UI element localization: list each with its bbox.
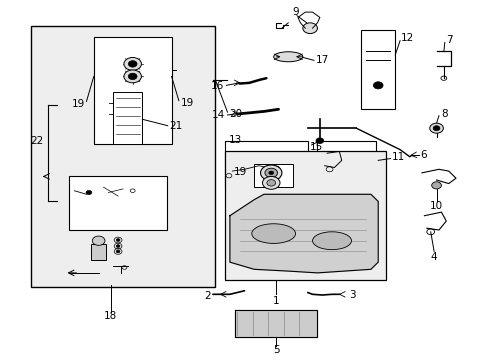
Circle shape [123, 58, 141, 70]
Text: 19: 19 [72, 99, 85, 109]
Circle shape [260, 165, 282, 181]
Bar [224, 141, 307, 187]
Text: 9: 9 [292, 7, 298, 17]
Text: 7: 7 [446, 35, 452, 45]
Circle shape [429, 123, 443, 133]
Text: 6: 6 [420, 150, 426, 160]
Circle shape [128, 61, 137, 67]
Ellipse shape [273, 52, 302, 62]
Polygon shape [234, 310, 317, 337]
Circle shape [92, 236, 105, 246]
Text: 14: 14 [211, 110, 224, 120]
Text: 18: 18 [104, 311, 117, 321]
Circle shape [116, 245, 120, 248]
Text: 11: 11 [391, 152, 405, 162]
Circle shape [432, 126, 439, 131]
Bar [224, 152, 385, 280]
Text: 3: 3 [348, 290, 355, 300]
Text: 13: 13 [228, 135, 242, 145]
Circle shape [268, 171, 273, 175]
Circle shape [431, 182, 441, 189]
Text: 21: 21 [169, 121, 182, 131]
Text: 19: 19 [233, 167, 246, 177]
Bar [30, 26, 215, 287]
Circle shape [372, 82, 382, 89]
Circle shape [266, 180, 275, 186]
Ellipse shape [251, 224, 295, 243]
Circle shape [86, 190, 92, 195]
Circle shape [272, 166, 279, 171]
Circle shape [128, 73, 137, 80]
Text: 12: 12 [400, 33, 413, 43]
Circle shape [264, 168, 277, 177]
Circle shape [315, 138, 323, 144]
Bar [69, 176, 166, 230]
Circle shape [116, 239, 120, 242]
Text: 20: 20 [228, 109, 242, 119]
Text: 2: 2 [203, 291, 210, 301]
Text: 16: 16 [210, 81, 224, 91]
Ellipse shape [312, 232, 351, 249]
Bar [361, 30, 394, 109]
Bar [94, 37, 171, 144]
Text: 10: 10 [429, 201, 442, 211]
Bar [254, 164, 292, 187]
Circle shape [262, 176, 280, 189]
Bar [91, 244, 106, 260]
Circle shape [123, 70, 141, 83]
Text: 4: 4 [430, 252, 437, 262]
Text: 1: 1 [272, 296, 279, 306]
Bar [317, 141, 375, 187]
Polygon shape [229, 194, 377, 273]
Bar [113, 93, 142, 144]
Circle shape [302, 23, 317, 33]
Text: 22: 22 [30, 136, 43, 146]
Text: 8: 8 [440, 109, 447, 119]
Text: 15: 15 [309, 142, 323, 152]
Text: 19: 19 [180, 98, 193, 108]
Text: 5: 5 [272, 345, 279, 355]
Text: 17: 17 [315, 55, 328, 65]
Circle shape [116, 250, 120, 253]
